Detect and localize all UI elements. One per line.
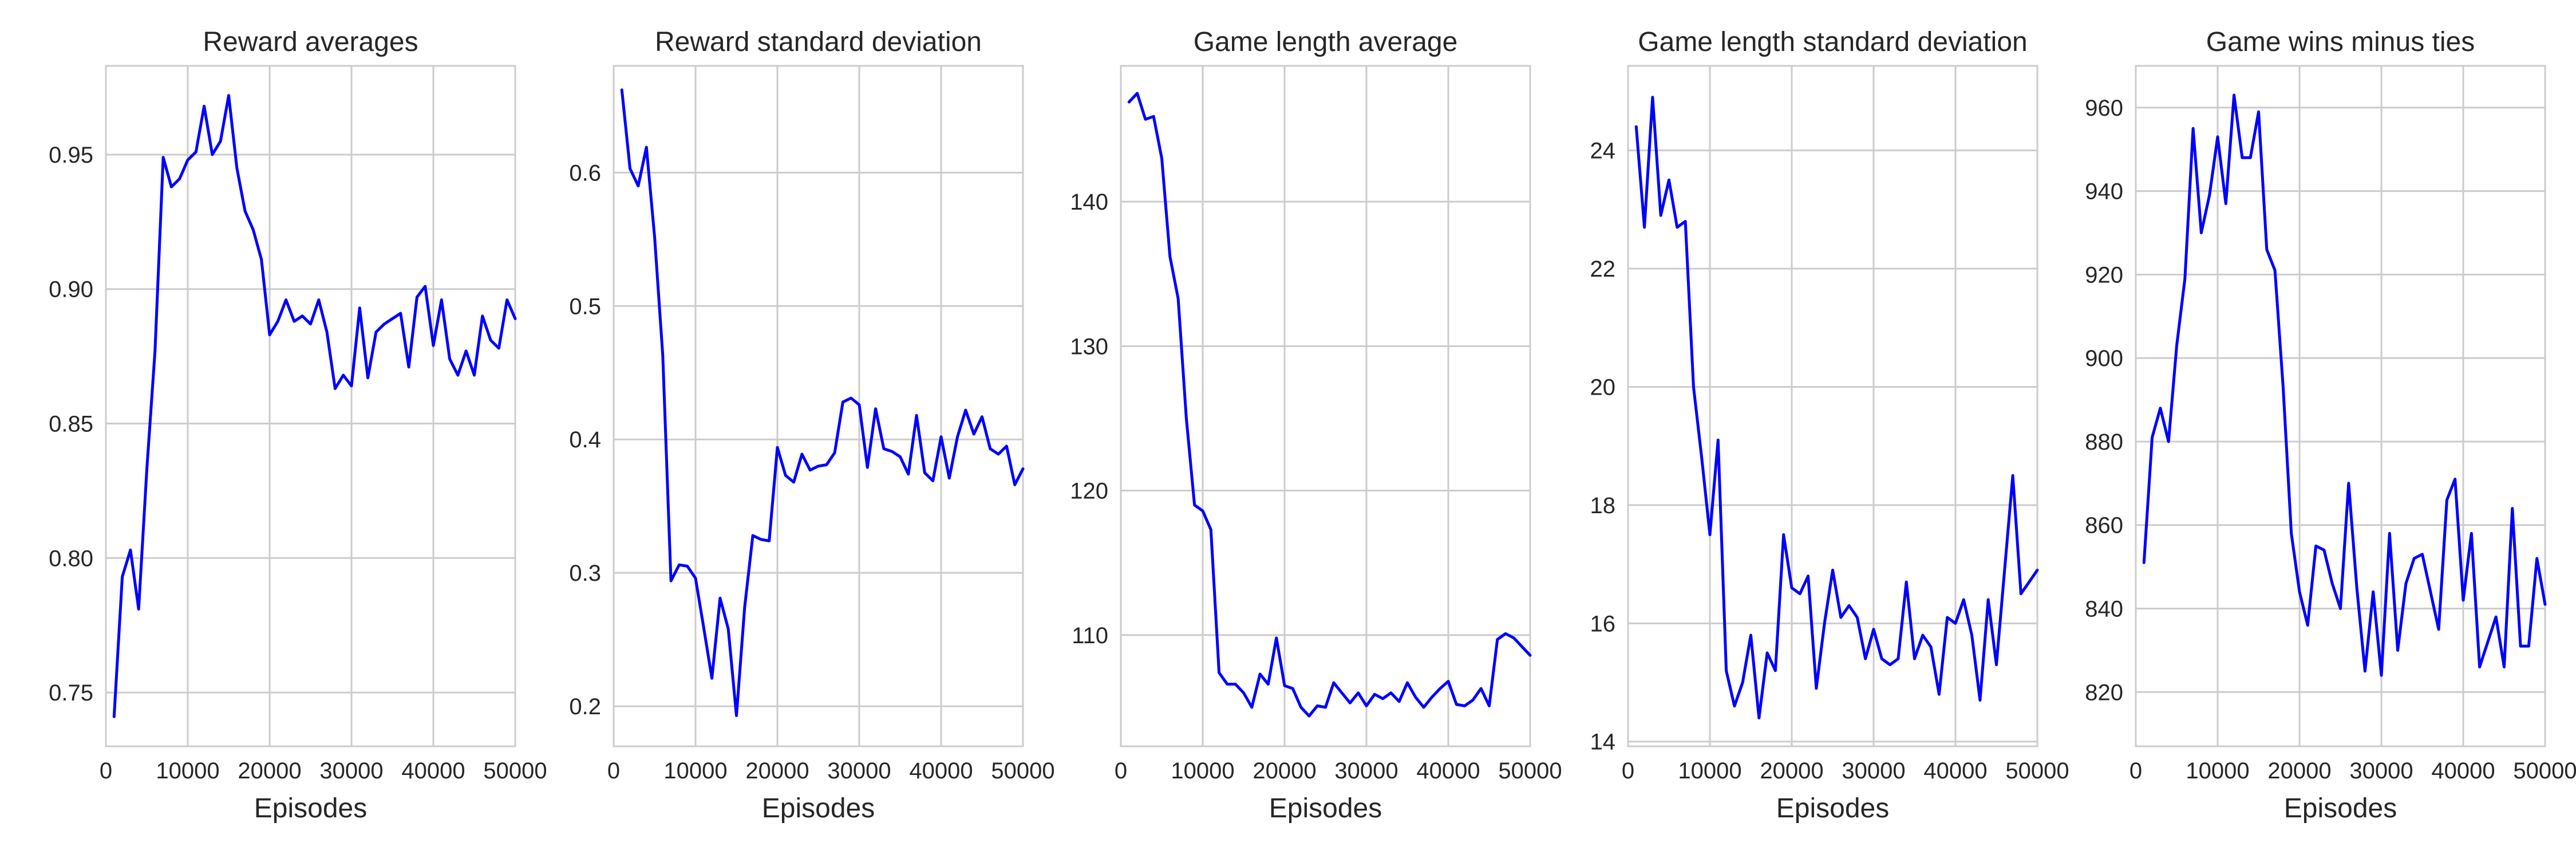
y-tick-label: 0.6 xyxy=(569,160,601,186)
x-tick-label: 30000 xyxy=(827,758,891,784)
chart-3: 0 10000 20000 30000 40000 50000 110 120 130 140 Ga… xyxy=(1070,27,1562,824)
x-tick-label: 0 xyxy=(100,758,112,784)
x-tick-label: 20000 xyxy=(2267,758,2331,784)
y-tick-label: 120 xyxy=(1070,479,1108,504)
y-tick-label: 0.4 xyxy=(569,427,601,452)
plot-frame xyxy=(1627,65,2038,747)
x-tick-label: 30000 xyxy=(1842,758,1905,784)
series-line xyxy=(620,88,1025,717)
x-tick-label: 40000 xyxy=(1416,758,1480,784)
x-tick-label: 50000 xyxy=(483,758,547,784)
chart-title: Game length average xyxy=(1194,27,1458,57)
x-tick-label: 0 xyxy=(607,758,620,784)
y-tick-label: 14 xyxy=(1590,730,1616,755)
y-tick-label: 22 xyxy=(1590,257,1616,282)
series-line xyxy=(112,94,517,718)
x-tick-label: 30000 xyxy=(1334,758,1398,784)
y-tick-label: 0.2 xyxy=(569,694,601,719)
y-tick-label: 24 xyxy=(1590,139,1616,164)
chart-1: 0 10000 20000 30000 40000 50000 0.75 0.80 0.85 0.… xyxy=(49,27,547,824)
x-axis-label: Episodes xyxy=(1269,793,1382,824)
x-tick-label: 50000 xyxy=(1498,758,1562,784)
series-line xyxy=(1127,92,1532,718)
x-tick-label: 20000 xyxy=(1253,758,1316,784)
x-tick-label: 10000 xyxy=(156,758,219,784)
x-tick-label: 20000 xyxy=(1760,758,1823,784)
plot-frame xyxy=(1120,65,1531,747)
x-axis-label: Episodes xyxy=(254,793,367,824)
x-tick-label: 10000 xyxy=(2186,758,2249,784)
y-tick-label: 920 xyxy=(2085,262,2123,288)
x-tick-label: 40000 xyxy=(2431,758,2495,784)
y-tick-label: 0.85 xyxy=(49,412,93,437)
x-tick-label: 40000 xyxy=(401,758,465,784)
y-tick-label: 130 xyxy=(1070,334,1108,359)
plot-frame xyxy=(105,65,516,747)
y-tick-label: 0.95 xyxy=(49,143,93,168)
plot-frame xyxy=(2135,65,2546,747)
x-tick-label: 20000 xyxy=(238,758,301,784)
series-line xyxy=(1634,96,2039,719)
x-tick-label: 40000 xyxy=(909,758,973,784)
y-tick-label: 0.80 xyxy=(49,546,93,571)
x-tick-label: 50000 xyxy=(991,758,1054,784)
x-tick-label: 10000 xyxy=(1171,758,1234,784)
x-tick-label: 40000 xyxy=(1923,758,1987,784)
y-tick-label: 110 xyxy=(1072,623,1108,648)
y-tick-label: 0.75 xyxy=(49,680,93,706)
plot-frame xyxy=(613,65,1024,747)
y-tick-label: 0.90 xyxy=(49,277,93,302)
chart-4: 0 10000 20000 30000 40000 50000 14 16 18 20 22 24 Ga… xyxy=(1590,27,2069,824)
y-tick-label: 860 xyxy=(2085,513,2123,538)
series-line xyxy=(2142,93,2547,677)
x-axis-label: Episodes xyxy=(762,793,875,824)
x-axis-label: Episodes xyxy=(2284,793,2397,824)
y-tick-label: 140 xyxy=(1070,190,1108,215)
chart-2: 0 10000 20000 30000 40000 50000 0.2 0.3 0.4 0.5 0.… xyxy=(569,27,1054,824)
y-tick-label: 0.5 xyxy=(569,294,601,319)
y-tick-label: 960 xyxy=(2085,96,2123,121)
x-tick-label: 10000 xyxy=(663,758,727,784)
x-tick-label: 50000 xyxy=(2005,758,2069,784)
y-tick-label: 840 xyxy=(2085,596,2123,621)
chart-title: Reward standard deviation xyxy=(655,27,982,57)
x-axis-label: Episodes xyxy=(1776,793,1889,824)
y-tick-label: 0.3 xyxy=(569,561,601,586)
x-tick-label: 0 xyxy=(1115,758,1127,784)
y-tick-label: 16 xyxy=(1590,611,1616,636)
y-tick-label: 940 xyxy=(2085,179,2123,204)
x-tick-label: 0 xyxy=(1622,758,1634,784)
x-tick-label: 0 xyxy=(2129,758,2142,784)
chart-title: Reward averages xyxy=(203,27,418,57)
y-tick-label: 820 xyxy=(2085,680,2123,705)
x-tick-label: 30000 xyxy=(319,758,383,784)
y-tick-label: 20 xyxy=(1590,375,1616,400)
y-tick-label: 880 xyxy=(2085,430,2123,455)
x-tick-label: 10000 xyxy=(1678,758,1741,784)
x-tick-label: 30000 xyxy=(2349,758,2413,784)
y-tick-label: 900 xyxy=(2085,346,2123,371)
y-tick-label: 18 xyxy=(1590,493,1616,518)
x-tick-label: 50000 xyxy=(2513,758,2576,784)
chart-5: 0 10000 20000 30000 40000 50000 820 840 860 880 90… xyxy=(2085,27,2576,824)
x-tick-label: 20000 xyxy=(745,758,809,784)
chart-title: Game wins minus ties xyxy=(2206,27,2475,57)
chart-title: Game length standard deviation xyxy=(1638,27,2027,57)
